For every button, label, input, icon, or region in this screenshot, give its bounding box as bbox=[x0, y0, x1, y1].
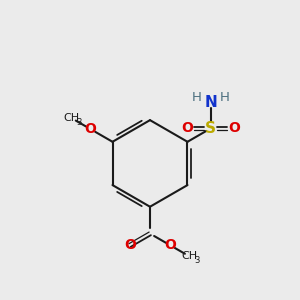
Text: S: S bbox=[205, 121, 216, 136]
Text: O: O bbox=[228, 122, 240, 135]
Text: CH: CH bbox=[63, 113, 79, 123]
Text: O: O bbox=[85, 122, 97, 136]
Text: CH: CH bbox=[182, 251, 198, 262]
Text: O: O bbox=[164, 238, 176, 252]
Text: O: O bbox=[182, 122, 194, 135]
Text: H: H bbox=[220, 91, 230, 104]
Text: H: H bbox=[191, 91, 201, 104]
Text: N: N bbox=[204, 95, 217, 110]
Text: O: O bbox=[124, 238, 136, 252]
Text: 3: 3 bbox=[195, 256, 200, 265]
Text: 3: 3 bbox=[76, 118, 82, 127]
